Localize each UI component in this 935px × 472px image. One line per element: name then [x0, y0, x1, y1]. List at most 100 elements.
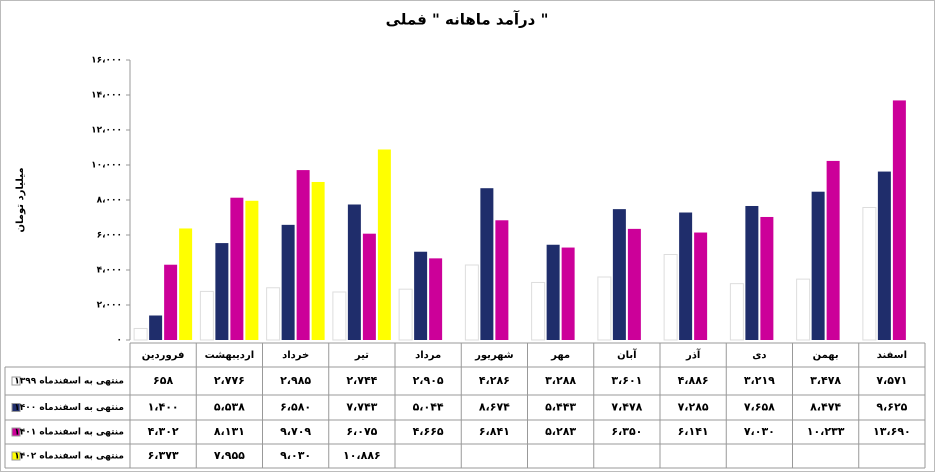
bar — [311, 181, 325, 340]
bar — [266, 287, 281, 341]
x-tick-label: تیر — [354, 350, 369, 361]
bar — [561, 247, 575, 340]
table-value: ۶،۸۴۱ — [479, 425, 510, 438]
x-tick-label: دی — [752, 350, 766, 361]
y-tick-label: ۱۲،۰۰۰ — [91, 126, 122, 136]
table-value: ۴،۲۸۶ — [479, 374, 510, 387]
table-value: ۹،۶۲۵ — [876, 401, 907, 414]
table-value: ۷،۴۷۸ — [611, 401, 642, 414]
table-value: ۹،۰۳۰ — [280, 449, 311, 462]
table-value: ۶۵۸ — [153, 374, 173, 387]
x-tick-label: مرداد — [415, 350, 441, 361]
table-value: ۳،۲۱۹ — [744, 374, 775, 387]
legend-label: منتهی به اسفندماه ۱۴۰۲ — [14, 452, 124, 462]
bar — [199, 290, 214, 341]
bar — [877, 171, 891, 340]
table-value: ۳،۶۰۱ — [611, 374, 642, 387]
table-value: ۳،۴۷۸ — [810, 374, 841, 387]
bar — [296, 170, 310, 340]
y-tick-label: ۱۴،۰۰۰ — [91, 91, 122, 101]
bar — [464, 264, 479, 341]
table-value: ۵،۴۴۳ — [545, 401, 576, 414]
y-tick-label: ۶،۰۰۰ — [97, 231, 122, 241]
x-tick-label: مهر — [550, 350, 570, 361]
bar — [230, 197, 244, 340]
table-value: ۷،۹۵۵ — [214, 449, 245, 462]
table-value: ۲،۷۴۴ — [346, 374, 377, 387]
bar — [429, 258, 443, 340]
table-value: ۳،۲۸۸ — [545, 374, 576, 387]
x-tick-label: خرداد — [282, 350, 309, 361]
bar — [398, 288, 413, 341]
table-value: ۸،۶۷۴ — [479, 401, 510, 414]
bar — [347, 204, 361, 340]
bar — [245, 200, 259, 340]
table-value: ۶،۰۷۵ — [346, 425, 377, 438]
y-tick-label: ۱۰،۰۰۰ — [91, 161, 122, 171]
table-value: ۴،۶۶۵ — [413, 425, 444, 438]
y-tick-label: ۸،۰۰۰ — [97, 196, 122, 206]
bar — [862, 207, 877, 341]
legend-label: منتهی به اسفندماه ۱۳۹۹ — [14, 377, 124, 387]
table-value: ۱۰،۸۸۶ — [343, 449, 381, 462]
bar — [811, 191, 825, 340]
legend-swatch — [11, 376, 21, 386]
x-tick-label: فروردین — [142, 350, 185, 361]
bar — [133, 327, 148, 341]
bar — [531, 281, 546, 341]
y-axis-label: میلیارد تومان — [15, 167, 26, 232]
y-tick-label: ۴،۰۰۰ — [97, 266, 122, 276]
bar — [663, 253, 678, 341]
table-value: ۱۰،۲۳۳ — [807, 425, 845, 438]
y-tick-label: ۲،۰۰۰ — [97, 301, 122, 311]
bar — [627, 228, 641, 340]
bar — [760, 216, 774, 340]
bar — [546, 244, 560, 340]
bar — [679, 212, 693, 340]
legend-swatch — [11, 403, 21, 412]
table-value: ۶،۳۵۰ — [611, 425, 642, 438]
legend-label: منتهی به اسفندماه ۱۴۰۱ — [14, 428, 124, 438]
y-tick-label: ۰ — [117, 336, 123, 346]
bar — [796, 278, 811, 341]
bar — [179, 228, 193, 340]
table-value: ۷،۰۳۰ — [744, 425, 775, 438]
bar — [215, 243, 229, 340]
bar — [164, 264, 178, 340]
legend-swatch — [11, 451, 21, 461]
bar — [332, 291, 347, 341]
table-value: ۸،۴۷۴ — [810, 401, 841, 414]
x-tick-label: آبان — [617, 348, 637, 361]
bar — [826, 160, 840, 340]
table-value: ۵،۲۸۳ — [545, 425, 576, 438]
x-tick-label: آذر — [685, 348, 701, 361]
bar — [377, 149, 391, 340]
y-tick-label: ۱۶،۰۰۰ — [91, 56, 122, 66]
table-value: ۲،۹۰۵ — [413, 374, 444, 387]
table-value: ۴،۳۰۲ — [148, 425, 179, 438]
table-value: ۸،۱۳۱ — [214, 425, 245, 438]
bar — [892, 100, 906, 340]
x-tick-label: اردیبهشت — [205, 350, 255, 361]
table-value: ۷،۶۵۸ — [744, 401, 775, 414]
table-value: ۲،۷۷۶ — [214, 374, 245, 387]
table-value: ۶،۱۴۱ — [678, 425, 709, 438]
x-tick-label: شهریور — [474, 350, 514, 361]
bar — [480, 188, 494, 340]
table-value: ۷،۲۸۵ — [678, 401, 709, 414]
table-value: ۵،۰۴۴ — [413, 401, 444, 414]
table-value: ۶،۳۷۳ — [148, 449, 179, 462]
bar — [597, 276, 612, 341]
bar — [729, 283, 744, 341]
table-value: ۷،۵۷۱ — [876, 374, 907, 387]
table-value: ۱،۴۰۰ — [148, 401, 179, 414]
table-value: ۶،۵۸۰ — [280, 401, 311, 414]
bar — [612, 209, 626, 340]
table-value: ۲،۹۸۵ — [280, 374, 311, 387]
chart-title: درآمد ماهانه " فملی " — [386, 11, 549, 29]
bar — [149, 315, 163, 340]
bar — [414, 251, 428, 340]
table-value: ۴،۸۸۶ — [678, 374, 709, 387]
